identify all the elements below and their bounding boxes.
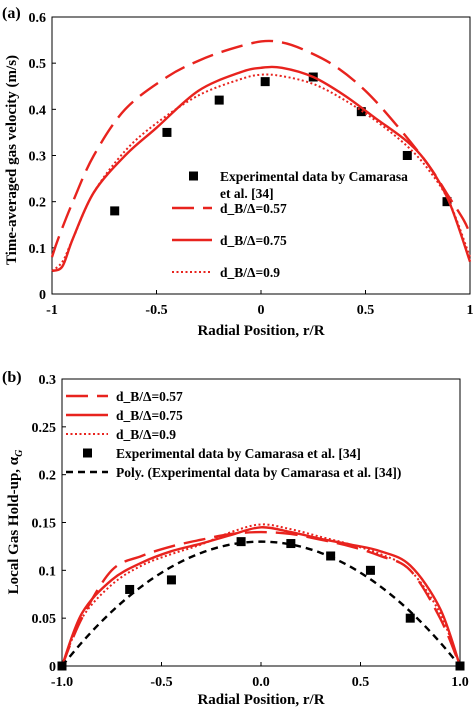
data-point-marker — [162, 127, 172, 137]
x-tick-label: -1.0 — [51, 675, 73, 690]
x-ticks-a: -1 -0.5 0 0.5 1 — [46, 290, 474, 318]
y-tick-label: 0.6 — [29, 11, 47, 26]
y-axis-label-a: Time-averaged gas velocity (m/s) — [4, 55, 20, 265]
data-point-marker — [214, 95, 224, 105]
legend-label: d_B/Δ=0.75 — [220, 233, 287, 248]
y-tick-label: 0.25 — [32, 421, 57, 436]
series-a — [50, 39, 472, 273]
legend-label: et al. [34] — [220, 186, 274, 201]
series-line-1 — [50, 39, 472, 258]
legend-a: Experimental data by Camarasa et al. [34]… — [172, 169, 408, 280]
y-ticks-a: 0 0.1 0.2 0.3 0.4 0.5 0.6 — [29, 11, 56, 303]
series-line-2 — [51, 65, 472, 273]
y-tick-label: 0.1 — [29, 242, 47, 257]
x-tick-label: -0.5 — [150, 675, 172, 690]
x-tick-label: 0 — [258, 303, 265, 318]
y-tick-label: 0.2 — [29, 196, 47, 211]
legend-marker — [83, 448, 92, 458]
x-axis-label-b: Radial Position, r/R — [197, 692, 324, 708]
legend-label: d_B/Δ=0.9 — [116, 427, 176, 442]
data-point-marker — [260, 77, 270, 87]
data-point-marker — [402, 151, 412, 160]
data-point-marker — [442, 197, 452, 207]
series-line-0 — [60, 530, 462, 667]
x-tick-label: -1 — [46, 303, 58, 318]
legend-label: d_B/Δ=0.57 — [220, 201, 287, 216]
x-tick-label: 0.5 — [357, 303, 375, 318]
y-tick-label: 0.4 — [29, 103, 47, 118]
y-axis-label-b: Local Gas Hold-up, αG — [6, 449, 25, 595]
x-tick-label: -0.5 — [145, 303, 167, 318]
y-tick-label: 0.05 — [32, 612, 57, 627]
series-line-2 — [61, 523, 461, 667]
series-line-1 — [60, 526, 462, 667]
y-tick-label: 0.2 — [39, 469, 57, 484]
y-tick-label: 0.5 — [29, 57, 47, 72]
data-point-marker — [236, 537, 246, 547]
y-tick-label: 0.3 — [29, 150, 47, 165]
legend-b: d_B/Δ=0.57 d_B/Δ=0.75 d_B/Δ=0.9 Experimenta… — [66, 389, 401, 480]
x-tick-label: 1.0 — [451, 675, 469, 690]
data-point-marker — [166, 575, 176, 585]
series-b — [57, 523, 465, 671]
data-point-marker — [405, 613, 415, 623]
x-ticks-b: -1.0 -0.5 0.0 0.5 1.0 — [51, 662, 469, 690]
panel-a-label: (a) — [2, 5, 21, 22]
panel-b-label: (b) — [2, 369, 22, 386]
y-axis-label-b-sub: G — [14, 449, 25, 457]
y-tick-label: 0.1 — [39, 564, 57, 579]
chart-panel-b: (b) 0 0.05 0.1 0.15 0.2 0.25 0.3 -1.0 -0.5 0.0 0.… — [2, 369, 469, 708]
chart-panel-a: (a) 0 0.1 0.2 0.3 0.4 0.5 0.6 -1 -0.5 0 0.5 1 Radi… — [2, 5, 474, 339]
legend-label: Experimental data by Camarasa — [220, 169, 408, 184]
data-point-marker — [286, 539, 296, 549]
data-point-marker — [125, 584, 135, 594]
x-tick-label: 0.5 — [352, 675, 370, 690]
x-tick-label: 0.0 — [252, 675, 270, 690]
x-tick-label: 1 — [467, 303, 474, 318]
data-point-marker — [110, 206, 120, 216]
y-tick-label: 0 — [39, 288, 46, 303]
y-tick-label: 0.3 — [39, 373, 57, 388]
legend-label: d_B/Δ=0.9 — [220, 265, 280, 280]
y-tick-label: 0 — [49, 660, 56, 675]
x-axis-label-a: Radial Position, r/R — [197, 323, 324, 339]
series-line-4 — [61, 540, 461, 667]
legend-label: Poly. (Experimental data by Camarasa et … — [116, 465, 401, 480]
data-point-marker — [365, 565, 375, 575]
legend-label: d_B/Δ=0.75 — [116, 408, 183, 423]
y-tick-label: 0.15 — [32, 517, 57, 532]
y-ticks-b: 0 0.05 0.1 0.15 0.2 0.25 0.3 — [32, 373, 66, 675]
legend-label: d_B/Δ=0.57 — [116, 389, 183, 404]
legend-marker — [189, 171, 198, 181]
y-axis-label-b-main: Local Gas Hold-up, α — [6, 456, 22, 594]
legend-label: Experimental data by Camarasa et al. [34… — [116, 446, 361, 461]
